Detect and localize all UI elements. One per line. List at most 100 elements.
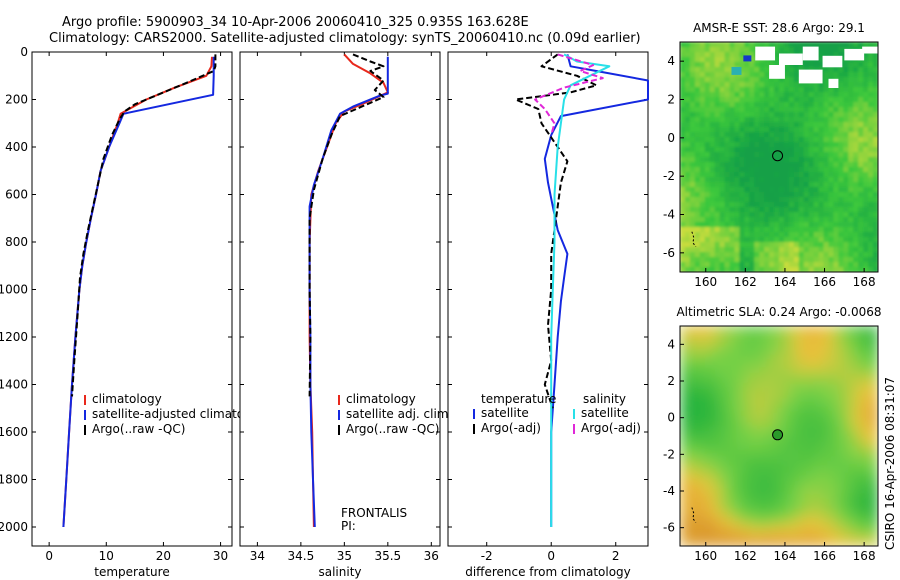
- sla_map-cell: [798, 416, 805, 423]
- sst_map-cell: [828, 102, 835, 108]
- sst_map-cell: [793, 207, 800, 213]
- sst_map-cell: [853, 247, 859, 253]
- sla_map-cell: [863, 488, 869, 494]
- sst_map-cell: [694, 222, 701, 228]
- sla_map-cell: [808, 359, 815, 365]
- sla_map-cell: [709, 445, 716, 451]
- sla_map-cell: [704, 345, 711, 351]
- sla_map-cell: [798, 402, 805, 408]
- sst_map-cell: [680, 72, 686, 78]
- sst_map-cell: [828, 132, 835, 138]
- sla_map-cell: [764, 474, 770, 480]
- sst_map-cell: [689, 132, 696, 138]
- sla_map-cell: [719, 397, 726, 404]
- sla_map-cell: [853, 383, 859, 389]
- sst_map-cell: [853, 117, 859, 123]
- sst_map-cell: [689, 92, 696, 98]
- sla_map-cell: [783, 474, 790, 480]
- sst_map-cell: [704, 92, 711, 98]
- sla_map-cell: [704, 488, 711, 494]
- sla_map-cell: [759, 498, 765, 504]
- sla_map-cell: [689, 455, 696, 461]
- sla_map-cell: [744, 479, 750, 485]
- sst_map-cell: [704, 42, 711, 48]
- sst_map-cell: [759, 227, 765, 233]
- sst_map-cell: [788, 197, 795, 203]
- sla_map-cell: [714, 388, 721, 394]
- sst_map-cell: [818, 197, 825, 203]
- sla_map-cell: [788, 450, 795, 456]
- sla_map-cell: [873, 426, 878, 432]
- sst_map-cell: [808, 247, 815, 253]
- sst_map-cell: [798, 202, 805, 208]
- sst_map-cell: [838, 202, 844, 208]
- sla_map-cell: [863, 536, 869, 542]
- sla_map-argo-marker: [772, 429, 784, 441]
- sla_map-cell: [704, 373, 711, 380]
- sst_map-cell: [719, 117, 726, 123]
- sla_map-cell: [793, 340, 800, 346]
- sla_map-cell: [779, 335, 785, 341]
- sst_map-cell: [759, 232, 765, 238]
- sla_map-cell: [828, 416, 835, 423]
- sst_map-cell: [828, 142, 835, 148]
- sst_map-cell: [699, 252, 706, 258]
- sla_map-cell: [774, 459, 780, 466]
- sla_map-cell: [843, 502, 849, 509]
- sla_map-cell: [833, 326, 839, 332]
- sla_map-cell: [680, 335, 686, 341]
- sst_map-cell: [724, 72, 731, 78]
- sst_map-cell: [714, 132, 721, 138]
- sla_map-cell: [680, 502, 686, 509]
- sla_map-cell: [754, 531, 760, 538]
- sla_map-cell: [734, 436, 740, 442]
- sst_map-cell: [858, 142, 864, 148]
- sla_map-cell: [858, 392, 864, 399]
- sla_map-cell: [744, 464, 750, 471]
- sla_map-cell: [783, 364, 790, 370]
- sst_map-cell: [863, 232, 869, 238]
- sla_map-cell: [798, 536, 805, 542]
- sst_map-cell: [709, 77, 716, 83]
- sst_map-cell: [873, 142, 878, 148]
- sla_map-cell: [833, 488, 839, 494]
- sst_map-cell: [853, 212, 859, 218]
- sla_map-cell: [783, 392, 790, 399]
- sla_map-cell: [788, 349, 795, 356]
- sla_map-cell: [779, 392, 785, 399]
- sst_map-cell: [803, 167, 810, 173]
- sla_map-cell: [729, 373, 736, 380]
- sst_map-cell: [873, 117, 878, 123]
- sla_map-cell: [873, 526, 878, 533]
- sst_map-cell: [699, 77, 706, 83]
- sla_map-cell: [734, 517, 740, 523]
- sla_map-cell: [719, 349, 726, 356]
- sla_map-cell: [704, 412, 711, 418]
- sst_map-cell: [833, 177, 839, 183]
- sla_map-cell: [863, 378, 869, 384]
- sst_map-cell: [873, 42, 878, 48]
- sst_map-cell: [863, 267, 869, 272]
- sst_map-cell: [828, 72, 835, 78]
- difference-series-0-line: [543, 54, 649, 527]
- sst_map-cell: [729, 192, 736, 198]
- sst_map-cell: [754, 202, 760, 208]
- sst_map-cell: [793, 182, 800, 188]
- sst_map-cell: [779, 257, 785, 263]
- sla_map-cell: [734, 512, 740, 518]
- sla_map-cell: [764, 512, 770, 518]
- sla_map-cell: [803, 512, 810, 518]
- sst_map-cell: [759, 107, 765, 113]
- sla_map-cell: [714, 340, 721, 346]
- sst_map-cell: [853, 242, 859, 248]
- sst_map-cell: [828, 207, 835, 213]
- sst_map-cell: [868, 62, 874, 68]
- sst_map-cell: [848, 177, 854, 183]
- sst_map-cell: [704, 82, 711, 88]
- sla_map-cell: [689, 392, 696, 399]
- sst_map-cell: [788, 107, 795, 113]
- sla_map-cell: [724, 330, 731, 337]
- sst_map-cell: [709, 247, 716, 253]
- sla_map-cell: [783, 498, 790, 504]
- sst_map-cell: [769, 182, 775, 188]
